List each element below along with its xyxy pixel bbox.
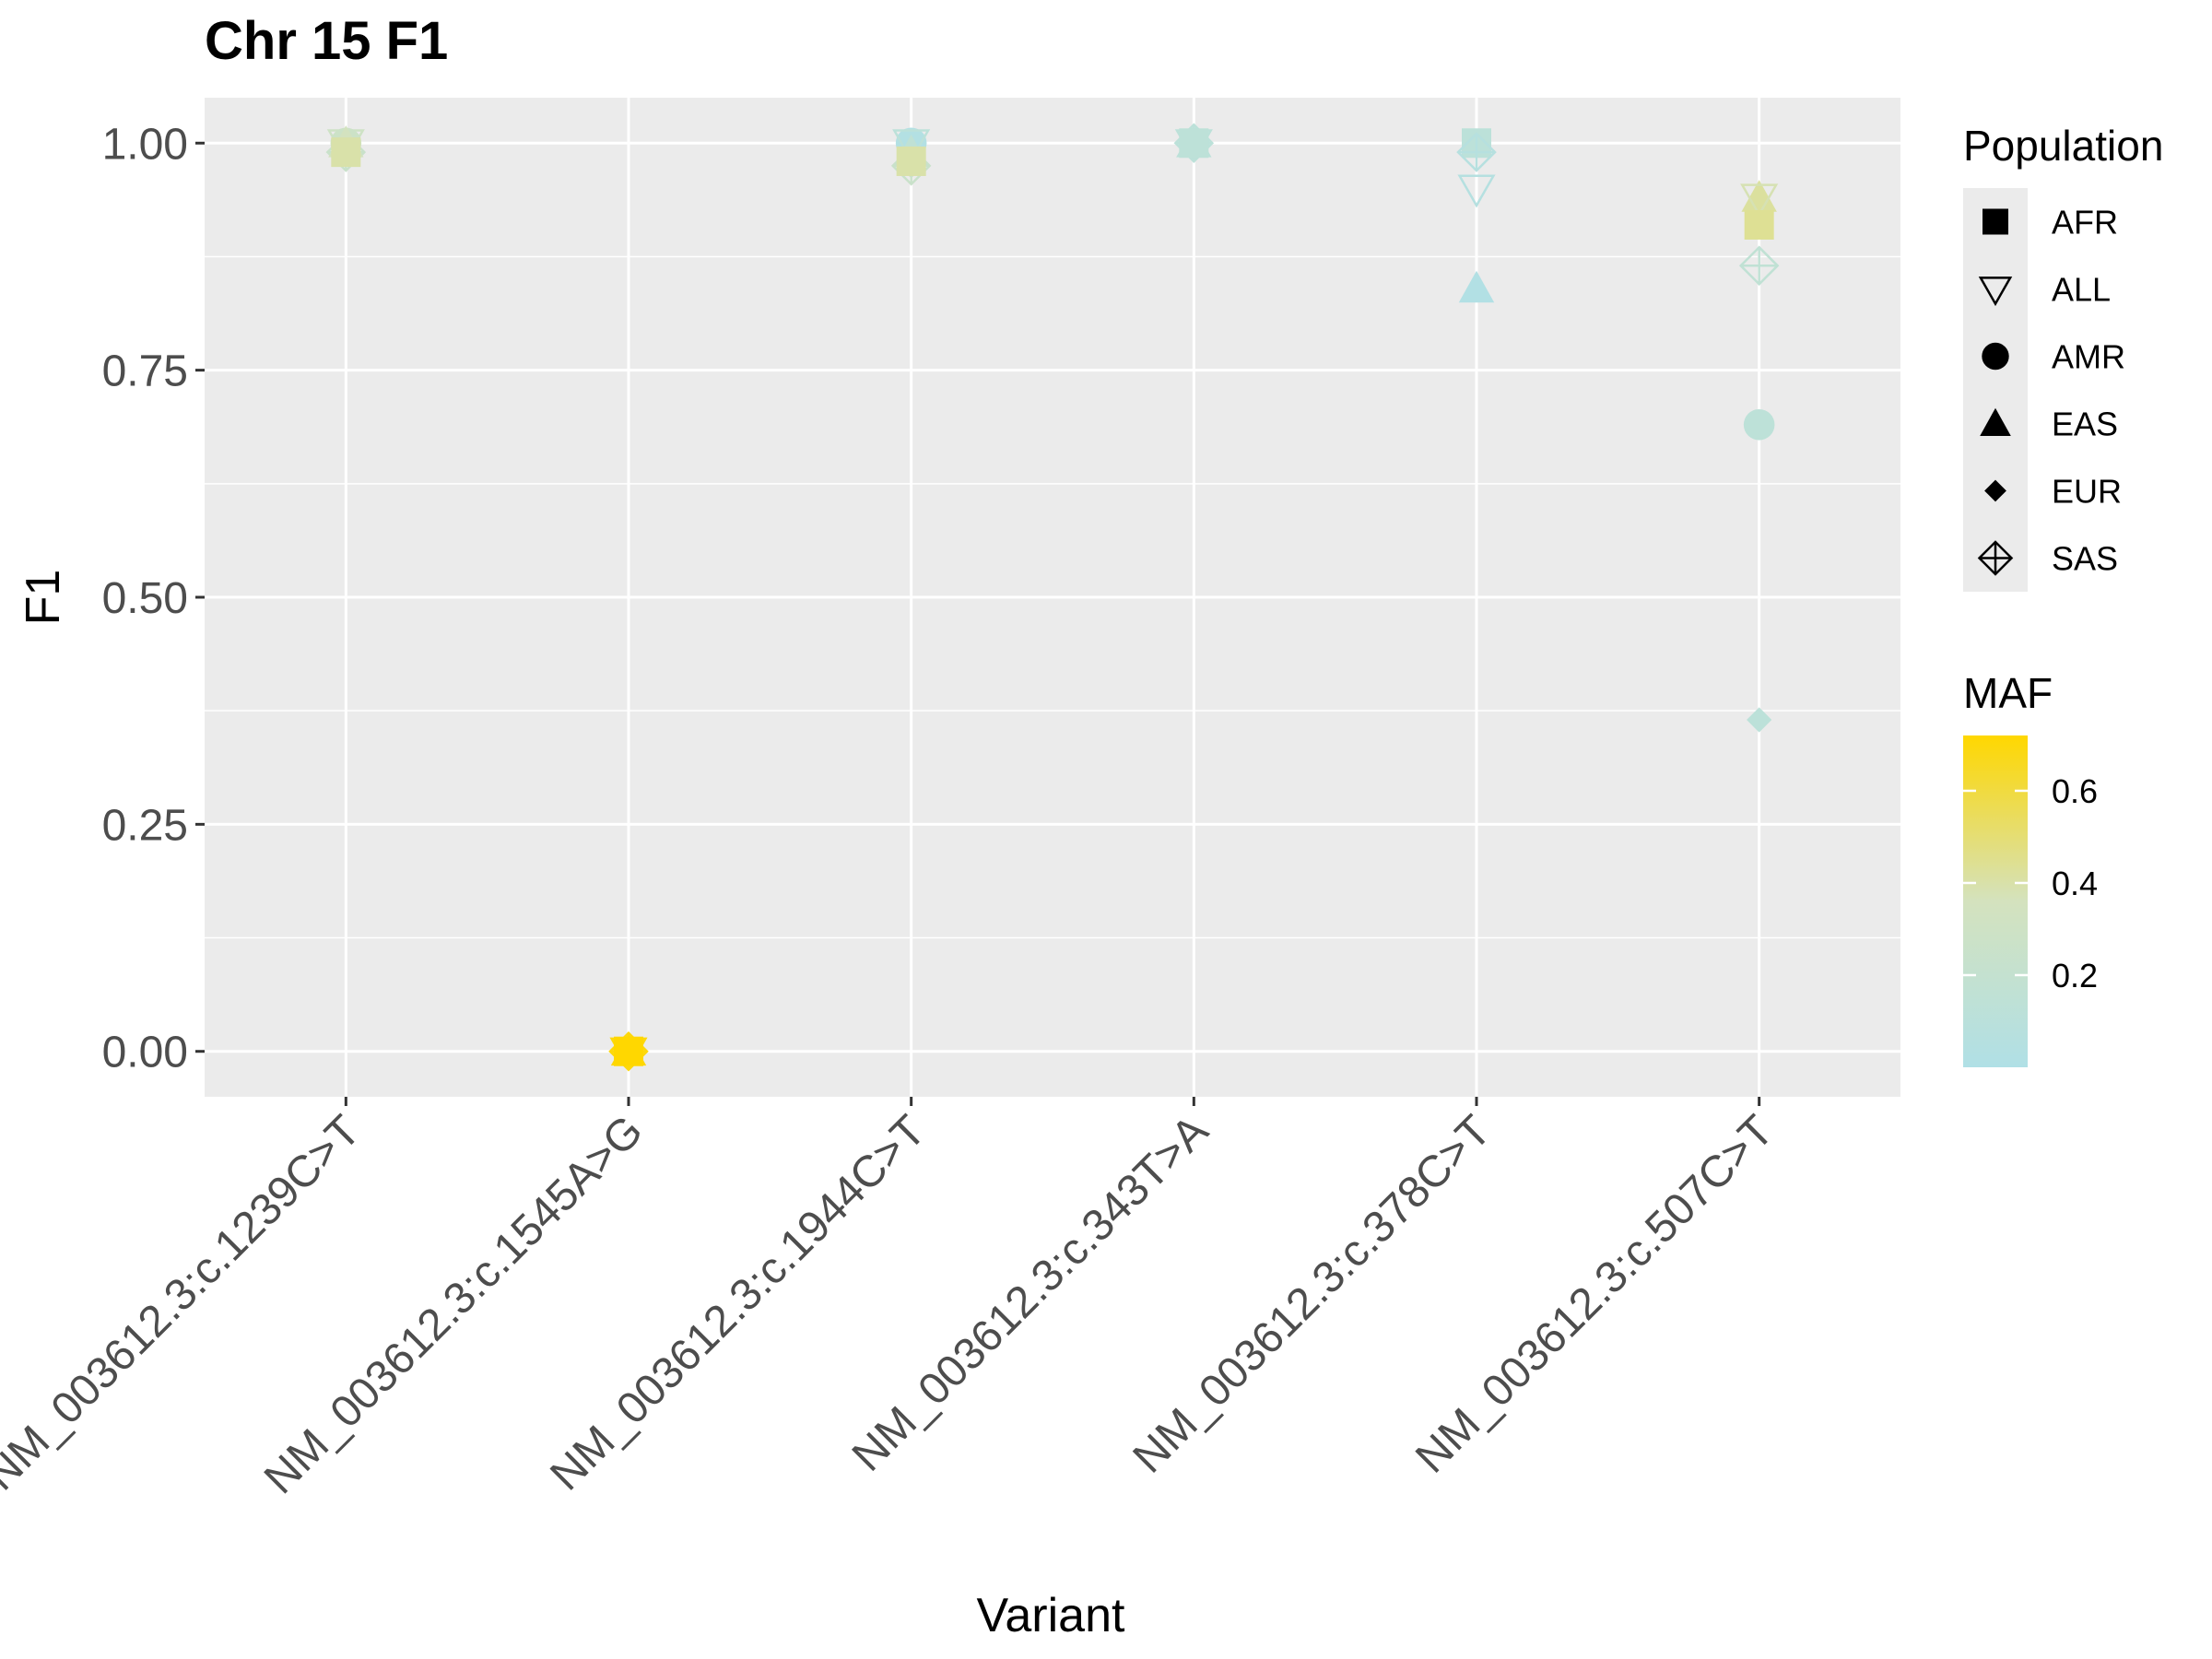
grid-minor xyxy=(205,255,1900,939)
colorbar-tick-label: 0.4 xyxy=(2052,865,2098,902)
triangle-down-marker xyxy=(1457,174,1496,208)
triangle-down-marker xyxy=(892,129,931,163)
colorbar-tick-label: 0.2 xyxy=(2052,957,2098,994)
y-axis: 0.00 0.25 0.50 0.75 1.00 xyxy=(102,120,205,1077)
triangle-up-marker xyxy=(1458,270,1495,303)
data-point-afr xyxy=(1744,209,1774,240)
legend-maf-title: MAF xyxy=(1963,669,2053,717)
square-marker xyxy=(896,146,926,176)
data-point-afr xyxy=(614,1036,643,1066)
circle-marker xyxy=(1982,342,2009,371)
data-point-eas xyxy=(1741,180,1777,212)
y-tick-label: 1.00 xyxy=(102,120,188,169)
y-tick-label: 0.50 xyxy=(102,574,188,623)
data-point-eas xyxy=(1458,270,1495,303)
diamond-marker xyxy=(1984,479,2006,502)
data-point-sas xyxy=(1738,245,1780,287)
legend-key-label: EAS xyxy=(2052,406,2118,443)
data-point-afr xyxy=(896,146,926,176)
square-marker xyxy=(331,137,361,168)
legend-key-label: EUR xyxy=(2052,473,2122,511)
x-axis: NM_003612.3:c.1239C>TNM_003612.3:c.1545A… xyxy=(0,1097,1783,1503)
x-axis-label: Variant xyxy=(977,1589,1125,1642)
data-point-sas xyxy=(1456,132,1497,172)
data-point-all xyxy=(1457,174,1496,208)
square-marker xyxy=(1744,209,1774,240)
legend-key-all-icon xyxy=(1978,276,2013,307)
triangle-down-marker xyxy=(1740,183,1779,218)
data-point-eur xyxy=(1747,707,1772,733)
legend-population: AFR ALL AMR EAS EUR SAS xyxy=(1963,188,2125,592)
legend-key-eas-icon xyxy=(1980,407,2011,436)
legend-key-sas-icon xyxy=(1977,540,2014,576)
legend-key-label: SAS xyxy=(2052,540,2118,578)
square-marker xyxy=(1983,208,2008,235)
maf-colorbar xyxy=(1963,735,2028,1067)
legend-maf-ticks: 0.2 0.4 0.6 xyxy=(1963,772,2098,994)
data-point-afr xyxy=(331,137,361,168)
legend-population-title: Population xyxy=(1963,122,2163,170)
legend-key-label: ALL xyxy=(2052,271,2111,309)
data-point-amr xyxy=(1743,408,1775,441)
grid-major xyxy=(205,98,1900,1097)
triangle-up-marker xyxy=(1980,407,2011,436)
circle-marker xyxy=(1743,408,1775,441)
colorbar-tick-label: 0.6 xyxy=(2052,772,2098,810)
data-point-all xyxy=(1740,183,1779,218)
legend-key-amr-icon xyxy=(1982,342,2009,371)
legend-key-label: AMR xyxy=(2052,338,2125,376)
legend-key-afr-icon xyxy=(1983,208,2008,235)
chart-title: Chr 15 F1 xyxy=(205,11,448,71)
data-point-all xyxy=(892,129,931,163)
square-marker xyxy=(614,1036,643,1066)
data-points xyxy=(325,123,1780,1072)
data-point-afr xyxy=(1179,128,1209,159)
y-axis-label: F1 xyxy=(17,570,70,626)
square-marker xyxy=(1179,128,1209,159)
y-tick-label: 0.75 xyxy=(102,347,188,396)
y-tick-label: 0.25 xyxy=(102,801,188,850)
y-tick-label: 0.00 xyxy=(102,1029,188,1077)
diamond-marker xyxy=(1747,707,1772,733)
legend-keys-background xyxy=(1963,188,2028,592)
legend-key-label: AFR xyxy=(2052,204,2118,241)
triangle-down-marker xyxy=(1978,276,2013,307)
triangle-up-marker xyxy=(1741,180,1777,212)
legend-key-eur-icon xyxy=(1984,479,2006,502)
